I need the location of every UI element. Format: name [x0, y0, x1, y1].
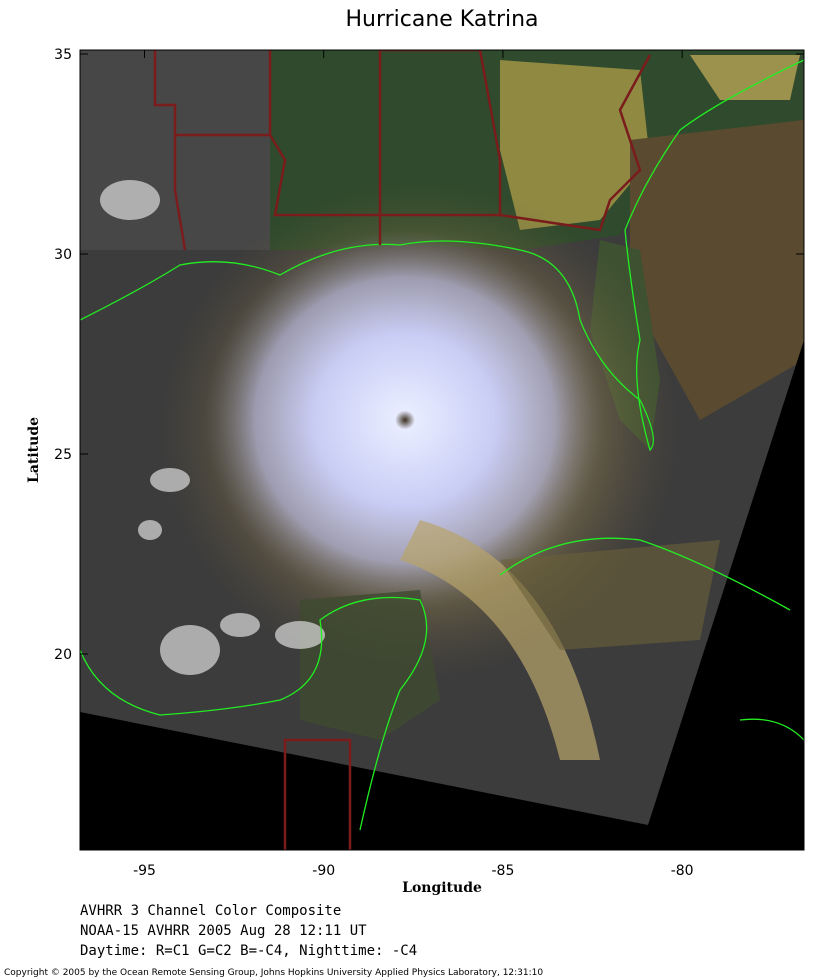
caption-line: AVHRR 3 Channel Color Composite	[80, 903, 341, 919]
x-axis-label: Longitude	[402, 880, 482, 896]
x-tick-label: -95	[133, 863, 156, 879]
y-tick-label: 30	[54, 247, 72, 263]
x-tick-label: -90	[312, 863, 335, 879]
copyright: Copyright © 2005 by the Ocean Remote Sen…	[4, 968, 543, 978]
plot-frame	[79, 49, 805, 851]
x-tick-label: -80	[671, 863, 694, 879]
satellite-image	[80, 50, 804, 850]
y-tick-label: 20	[54, 647, 72, 663]
y-axis-label: Latitude	[26, 417, 42, 483]
caption-line: Daytime: R=C1 G=C2 B=-C4, Nighttime: -C4	[80, 943, 417, 959]
x-tick-label: -85	[491, 863, 514, 879]
y-tick-label: 35	[54, 47, 72, 63]
y-tick-label: 25	[54, 447, 72, 463]
map-title: Hurricane Katrina	[345, 7, 538, 32]
caption-line: NOAA-15 AVHRR 2005 Aug 28 12:11 UT	[80, 923, 367, 939]
